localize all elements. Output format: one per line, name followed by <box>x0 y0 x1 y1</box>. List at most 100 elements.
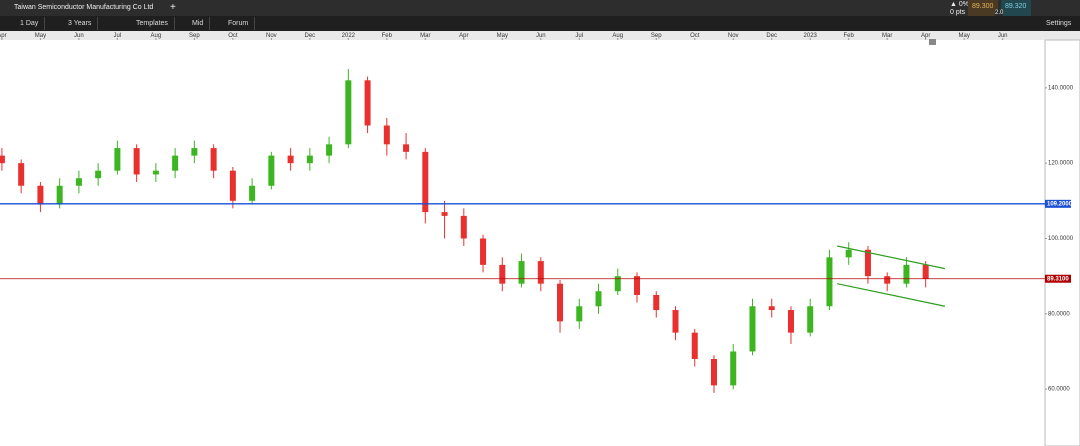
x-tick-label: Mar <box>882 33 892 39</box>
candle-body <box>268 155 275 186</box>
x-tick-label: 2022 <box>342 33 356 39</box>
x-tick-label: Feb <box>382 33 393 39</box>
spread: 2.0 <box>995 10 1004 16</box>
y-tick-label: 80.0000 <box>1048 311 1070 317</box>
candle-body <box>403 144 410 152</box>
toolbar: 1 Day 3 Years Templates Mid Forum Settin… <box>0 16 1080 31</box>
add-icon[interactable]: + <box>170 2 176 13</box>
candle-body <box>56 185 63 205</box>
candle-body <box>114 148 121 171</box>
price-label-box <box>1045 274 1071 283</box>
x-tick-label: Apr <box>0 33 7 39</box>
candle-body <box>903 264 910 284</box>
trendline <box>837 283 946 307</box>
x-tick-label: Nov <box>728 33 739 39</box>
candle-body <box>306 155 313 164</box>
candle-body <box>345 80 352 145</box>
bid-box[interactable]: 89.300 <box>968 0 998 16</box>
x-tick-label: Aug <box>612 33 623 39</box>
x-tick-label: Oct <box>690 33 700 39</box>
candle-body <box>787 310 794 333</box>
marker-icon <box>929 39 936 45</box>
x-tick-label: Feb <box>844 33 855 39</box>
candle-body <box>249 185 256 201</box>
title-bar: Taiwan Semiconductor Manufacturing Co Lt… <box>0 0 1080 16</box>
candle-body <box>845 249 852 258</box>
candle-body <box>0 155 5 164</box>
settings-button[interactable]: Settings <box>1046 20 1072 27</box>
ask-box[interactable]: 89.320 <box>1001 0 1031 16</box>
y-tick-label: 120.0000 <box>1048 161 1074 167</box>
candle-body <box>826 257 833 307</box>
candle-body <box>422 151 429 213</box>
x-tick-label: Dec <box>766 33 777 39</box>
x-tick-label: Aug <box>151 33 162 39</box>
y-tick-label: 100.0000 <box>1048 236 1074 242</box>
x-tick-label: Jun <box>998 33 1008 39</box>
price-label-box <box>1045 199 1071 208</box>
x-tick-label: Sep <box>651 33 662 39</box>
time-axis <box>0 31 1080 40</box>
x-tick-label: Nov <box>266 33 277 39</box>
change: ▲ 0% <box>950 1 969 8</box>
x-tick-label: Jul <box>114 33 122 39</box>
templates-button[interactable]: Templates <box>130 17 175 30</box>
candle-body <box>672 310 679 333</box>
candle-body <box>710 359 717 386</box>
candle-body <box>768 306 775 311</box>
y-tick-label: 60.0000 <box>1048 387 1070 393</box>
candle-body <box>460 215 467 239</box>
x-tick-label: Jun <box>536 33 546 39</box>
x-tick-label: Mar <box>420 33 430 39</box>
candle-body <box>75 178 82 186</box>
candle-body <box>172 155 179 171</box>
ask: 89.320 <box>1005 3 1027 10</box>
candle-body <box>634 276 641 295</box>
candle-body <box>480 238 487 265</box>
candle-body <box>191 148 198 156</box>
price-axis <box>1044 39 1080 446</box>
candle-body <box>884 276 891 284</box>
candle-body <box>595 291 602 307</box>
forum-button[interactable]: Forum <box>222 17 256 30</box>
candle-body <box>229 170 236 201</box>
y-tick-label: 140.0000 <box>1048 85 1074 91</box>
candle-body <box>691 332 698 359</box>
points: 0 pts <box>950 9 966 16</box>
candle-body <box>576 306 583 322</box>
x-tick-label: May <box>958 33 969 39</box>
candle-body <box>614 276 621 292</box>
x-tick-label: 2023 <box>804 33 818 39</box>
candle-body <box>557 283 564 322</box>
price-type-button[interactable]: Mid <box>186 17 211 30</box>
candle-body <box>383 125 390 145</box>
range-button[interactable]: 3 Years <box>62 17 99 30</box>
x-tick-label: Dec <box>305 33 316 39</box>
candle-body <box>730 351 737 386</box>
candle-body <box>95 170 102 179</box>
candle-body <box>287 155 294 164</box>
candle-body <box>18 163 25 186</box>
price-label: 109.2000 <box>1047 201 1073 207</box>
x-tick-label: May <box>35 33 46 39</box>
candle-body <box>133 148 140 175</box>
interval-button[interactable]: 1 Day <box>14 17 46 30</box>
candle-body <box>807 306 814 333</box>
x-tick-label: May <box>497 33 508 39</box>
x-tick-label: Apr <box>459 33 468 39</box>
bid: 89.300 <box>972 3 994 10</box>
candle-body <box>864 249 871 277</box>
price-label: 89.3100 <box>1047 276 1069 282</box>
trendline <box>837 245 946 270</box>
candle-body <box>518 261 525 284</box>
candle-body <box>499 264 506 284</box>
instrument-title[interactable]: Taiwan Semiconductor Manufacturing Co Lt… <box>14 4 154 11</box>
x-tick-label: Oct <box>228 33 238 39</box>
candle-body <box>441 212 448 216</box>
candle-body <box>749 306 756 352</box>
candle-body <box>37 185 44 205</box>
x-tick-label: Jul <box>575 33 583 39</box>
candle-body <box>364 80 371 126</box>
